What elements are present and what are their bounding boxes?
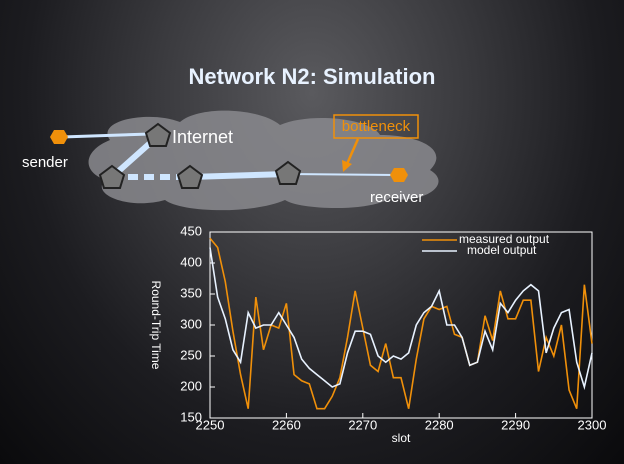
y-tick-label: 150 — [180, 409, 202, 424]
arrow — [345, 138, 360, 165]
series-line — [209, 247, 593, 391]
x-tick-label: 2250 — [196, 417, 225, 432]
receiver-label: receiver — [370, 189, 423, 206]
legend-label: measured output — [459, 232, 550, 246]
y-axis-label: Round-Trip Time — [149, 281, 163, 370]
series-line — [209, 237, 593, 410]
legend-label: model output — [467, 243, 537, 257]
y-tick-label: 300 — [180, 316, 202, 331]
y-tick-label: 250 — [180, 347, 202, 362]
sender-node — [50, 130, 68, 144]
y-tick-label: 350 — [180, 285, 202, 300]
x-tick-label: 2300 — [578, 417, 607, 432]
x-tick-label: 2270 — [348, 417, 377, 432]
link — [61, 132, 151, 139]
router — [176, 164, 204, 189]
bottleneck-box — [333, 114, 419, 139]
x-tick-label: 2290 — [501, 417, 530, 432]
y-tick-label: 200 — [180, 378, 202, 393]
link — [189, 171, 289, 180]
link — [287, 173, 399, 176]
router — [98, 164, 126, 189]
x-tick-label: 2260 — [272, 417, 301, 432]
x-tick-label: 2280 — [425, 417, 454, 432]
cloud — [88, 110, 439, 211]
network-diagram: Internet sender receiver bottleneck — [22, 110, 439, 211]
slide-title: Network N2: Simulation — [189, 64, 436, 89]
receiver-node — [390, 168, 408, 182]
router — [144, 122, 172, 147]
y-tick-label: 400 — [180, 254, 202, 269]
arrowhead — [342, 160, 352, 172]
chart: 150 200 250 300 350 400 450 2250 2260 2270 2280 229… — [149, 223, 607, 445]
router — [274, 160, 302, 185]
sender-label: sender — [22, 154, 68, 171]
internet-label: Internet — [172, 127, 233, 147]
bottleneck-label: bottleneck — [342, 118, 411, 135]
x-axis-label: slot — [392, 431, 411, 445]
y-tick-label: 450 — [180, 223, 202, 238]
